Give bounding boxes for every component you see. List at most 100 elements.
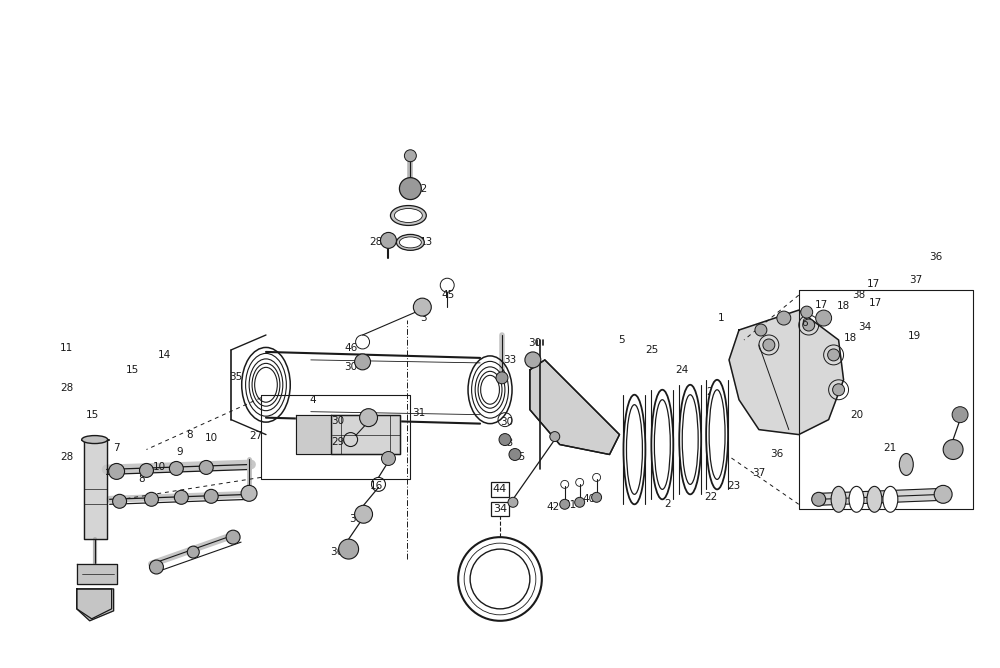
Circle shape bbox=[509, 448, 521, 460]
Text: 13: 13 bbox=[420, 237, 433, 247]
Text: 17: 17 bbox=[867, 279, 880, 289]
Circle shape bbox=[226, 530, 240, 544]
Ellipse shape bbox=[82, 436, 108, 444]
Circle shape bbox=[144, 492, 158, 506]
Text: 24: 24 bbox=[676, 365, 689, 375]
Text: 30: 30 bbox=[500, 417, 514, 427]
Text: 20: 20 bbox=[850, 409, 863, 420]
Text: 30: 30 bbox=[528, 338, 541, 348]
Text: 30: 30 bbox=[331, 415, 344, 426]
Ellipse shape bbox=[623, 395, 645, 504]
Polygon shape bbox=[77, 564, 117, 584]
Circle shape bbox=[339, 539, 359, 559]
Polygon shape bbox=[296, 415, 331, 454]
Text: 44: 44 bbox=[493, 484, 507, 494]
Text: 11: 11 bbox=[779, 312, 792, 322]
Circle shape bbox=[812, 492, 826, 506]
Text: 21: 21 bbox=[884, 442, 897, 452]
Circle shape bbox=[399, 178, 421, 200]
Text: 43: 43 bbox=[500, 438, 514, 448]
Text: 34: 34 bbox=[493, 504, 507, 514]
Circle shape bbox=[470, 549, 530, 609]
Ellipse shape bbox=[867, 486, 882, 512]
Text: 37: 37 bbox=[910, 275, 923, 285]
Circle shape bbox=[204, 490, 218, 503]
Text: 1: 1 bbox=[718, 313, 724, 323]
Circle shape bbox=[828, 349, 840, 361]
Ellipse shape bbox=[626, 405, 642, 494]
Text: 5: 5 bbox=[618, 335, 625, 345]
Ellipse shape bbox=[709, 389, 725, 480]
Ellipse shape bbox=[679, 385, 701, 494]
Circle shape bbox=[801, 306, 813, 318]
Text: 15: 15 bbox=[86, 409, 99, 420]
Ellipse shape bbox=[849, 486, 864, 512]
Text: 3: 3 bbox=[420, 313, 427, 323]
Circle shape bbox=[413, 298, 431, 316]
Text: 10: 10 bbox=[153, 462, 166, 472]
Circle shape bbox=[458, 537, 542, 621]
Ellipse shape bbox=[883, 486, 898, 512]
Circle shape bbox=[934, 486, 952, 503]
Polygon shape bbox=[331, 415, 400, 454]
Text: 42: 42 bbox=[546, 502, 559, 512]
Text: 19: 19 bbox=[908, 331, 921, 341]
Ellipse shape bbox=[399, 237, 421, 248]
Text: 18: 18 bbox=[837, 301, 850, 311]
Circle shape bbox=[550, 432, 560, 442]
Ellipse shape bbox=[899, 454, 913, 476]
Text: 23: 23 bbox=[727, 482, 741, 492]
Circle shape bbox=[755, 324, 767, 336]
Circle shape bbox=[360, 409, 378, 427]
Circle shape bbox=[803, 319, 815, 331]
Circle shape bbox=[380, 232, 396, 248]
Text: 28: 28 bbox=[369, 237, 382, 247]
Ellipse shape bbox=[394, 208, 422, 222]
Ellipse shape bbox=[651, 389, 673, 499]
Text: 36: 36 bbox=[770, 450, 783, 460]
Text: 6: 6 bbox=[801, 318, 808, 328]
Text: 25: 25 bbox=[706, 387, 720, 397]
Text: 7: 7 bbox=[113, 442, 120, 452]
Polygon shape bbox=[77, 589, 114, 621]
Text: 28: 28 bbox=[60, 383, 73, 393]
Text: 2: 2 bbox=[664, 499, 671, 509]
Text: 30: 30 bbox=[344, 362, 357, 372]
Circle shape bbox=[241, 486, 257, 501]
Text: 17: 17 bbox=[869, 298, 882, 308]
Text: 8: 8 bbox=[186, 430, 193, 440]
Text: 35: 35 bbox=[229, 372, 243, 382]
Circle shape bbox=[140, 464, 153, 478]
Text: 22: 22 bbox=[704, 492, 718, 502]
Circle shape bbox=[109, 464, 125, 480]
Text: 28: 28 bbox=[60, 452, 73, 462]
Text: 36: 36 bbox=[930, 253, 943, 263]
Circle shape bbox=[943, 440, 963, 460]
Text: 25: 25 bbox=[646, 345, 659, 355]
Circle shape bbox=[187, 546, 199, 558]
Circle shape bbox=[174, 490, 188, 504]
Circle shape bbox=[355, 505, 373, 523]
Text: 37: 37 bbox=[752, 468, 766, 478]
Text: 29: 29 bbox=[331, 437, 344, 446]
Text: 36: 36 bbox=[330, 547, 343, 557]
Text: 31: 31 bbox=[412, 407, 425, 418]
Text: 4: 4 bbox=[309, 395, 316, 405]
Circle shape bbox=[381, 452, 395, 466]
Text: 16: 16 bbox=[370, 482, 383, 492]
Text: 46: 46 bbox=[344, 343, 357, 353]
Circle shape bbox=[560, 499, 570, 509]
Text: 14: 14 bbox=[158, 350, 171, 360]
Text: 40: 40 bbox=[582, 494, 595, 504]
Circle shape bbox=[508, 497, 518, 507]
Circle shape bbox=[149, 560, 163, 574]
Text: 37: 37 bbox=[349, 514, 362, 524]
Text: 38: 38 bbox=[852, 290, 865, 300]
Circle shape bbox=[525, 352, 541, 368]
Text: 34: 34 bbox=[858, 322, 871, 332]
Circle shape bbox=[496, 372, 508, 384]
Text: 33: 33 bbox=[503, 355, 517, 365]
Ellipse shape bbox=[706, 380, 728, 490]
Circle shape bbox=[404, 150, 416, 162]
Polygon shape bbox=[729, 310, 844, 435]
